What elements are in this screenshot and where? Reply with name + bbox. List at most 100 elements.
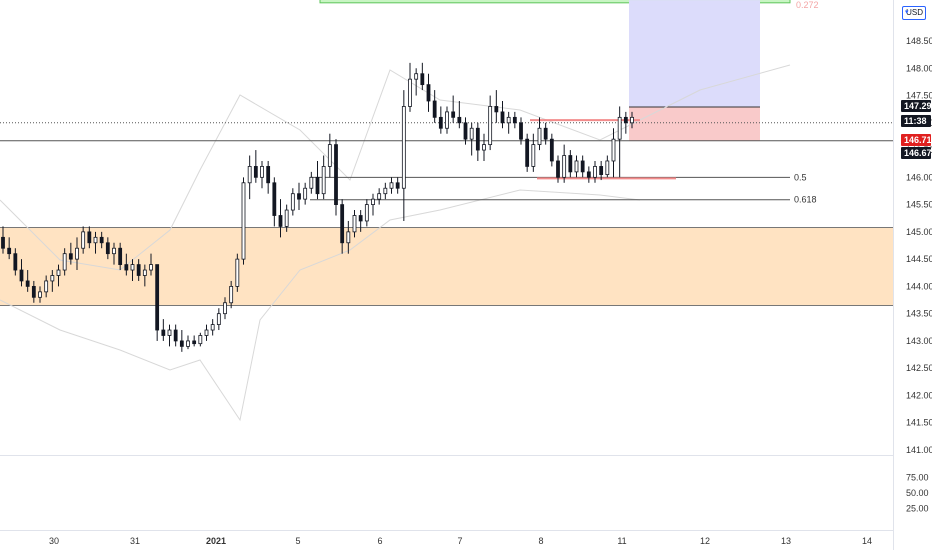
candle[interactable]	[19, 269, 24, 282]
candle[interactable]	[68, 253, 73, 260]
candle[interactable]	[31, 285, 36, 298]
candle[interactable]	[377, 193, 382, 200]
candle[interactable]	[149, 264, 153, 271]
candle[interactable]	[253, 166, 258, 178]
candle[interactable]	[81, 231, 86, 249]
candle[interactable]	[556, 160, 560, 178]
candle[interactable]	[574, 160, 579, 173]
candle[interactable]	[186, 340, 190, 347]
candle[interactable]	[364, 204, 369, 222]
candle[interactable]	[321, 166, 326, 195]
candle[interactable]	[118, 247, 123, 265]
candle[interactable]	[525, 138, 530, 167]
candle[interactable]	[395, 182, 400, 189]
candle[interactable]	[457, 116, 462, 124]
candle[interactable]	[124, 264, 129, 271]
position-loss[interactable]	[629, 106, 760, 141]
candle[interactable]	[549, 138, 554, 162]
candle[interactable]	[93, 236, 98, 244]
candle[interactable]	[167, 329, 172, 336]
candle[interactable]	[371, 198, 375, 206]
candle[interactable]	[297, 193, 301, 200]
candle[interactable]	[112, 247, 116, 255]
candle[interactable]	[266, 166, 271, 184]
candle[interactable]	[617, 116, 622, 140]
candle[interactable]	[346, 231, 351, 244]
candle[interactable]	[50, 275, 55, 282]
candle[interactable]	[445, 111, 449, 129]
candle[interactable]	[611, 138, 616, 162]
candle[interactable]	[192, 340, 197, 345]
candle[interactable]	[482, 144, 486, 151]
candle[interactable]	[99, 236, 104, 244]
currency-button[interactable]: ▾ USD	[902, 6, 926, 20]
candle[interactable]	[260, 166, 264, 178]
candle[interactable]	[204, 329, 209, 336]
candle[interactable]	[469, 127, 474, 140]
position-profit[interactable]	[629, 0, 760, 107]
candle[interactable]	[580, 160, 585, 173]
candle[interactable]	[173, 329, 178, 342]
candle[interactable]	[623, 116, 628, 124]
candle[interactable]	[488, 106, 493, 146]
candle[interactable]	[315, 176, 320, 195]
candle[interactable]	[179, 340, 184, 347]
candle[interactable]	[500, 111, 505, 124]
candle[interactable]	[223, 302, 227, 315]
candle[interactable]	[531, 144, 536, 167]
candle[interactable]	[210, 324, 215, 331]
candle[interactable]	[87, 231, 92, 244]
candle[interactable]	[229, 285, 234, 304]
candle[interactable]	[13, 253, 18, 271]
candle[interactable]	[290, 193, 295, 211]
candle[interactable]	[25, 280, 30, 287]
candle[interactable]	[512, 116, 517, 124]
candle[interactable]	[420, 73, 425, 86]
candle[interactable]	[334, 144, 338, 205]
candle[interactable]	[247, 166, 252, 184]
candle[interactable]	[142, 269, 147, 276]
candle[interactable]	[38, 291, 42, 298]
candle[interactable]	[463, 122, 468, 140]
candle[interactable]	[426, 84, 431, 102]
candle[interactable]	[340, 204, 345, 244]
candle[interactable]	[136, 264, 141, 276]
candle[interactable]	[543, 127, 548, 140]
candle[interactable]	[241, 182, 246, 260]
candle[interactable]	[272, 182, 277, 216]
candle[interactable]	[7, 247, 12, 255]
demand-zone[interactable]	[0, 227, 893, 306]
candle[interactable]	[568, 155, 573, 173]
target-zone[interactable]	[319, 0, 791, 4]
candle[interactable]	[1, 236, 5, 249]
candle[interactable]	[537, 127, 542, 146]
candle[interactable]	[432, 100, 437, 118]
candle[interactable]	[278, 215, 283, 227]
candle[interactable]	[494, 106, 499, 113]
candle[interactable]	[75, 247, 79, 260]
candle[interactable]	[44, 280, 49, 293]
candle[interactable]	[562, 155, 567, 178]
candle[interactable]	[155, 264, 160, 331]
candle[interactable]	[438, 116, 443, 129]
candle[interactable]	[519, 122, 523, 140]
candle[interactable]	[599, 166, 604, 176]
candle[interactable]	[605, 160, 610, 176]
candle[interactable]	[198, 335, 203, 345]
candle[interactable]	[284, 209, 289, 227]
candle[interactable]	[630, 116, 634, 124]
candle[interactable]	[303, 187, 308, 200]
candle[interactable]	[408, 78, 412, 107]
candle[interactable]	[451, 111, 456, 118]
candle[interactable]	[216, 313, 221, 325]
candle[interactable]	[586, 171, 591, 178]
candle[interactable]	[309, 176, 314, 189]
candle[interactable]	[130, 264, 135, 271]
candle[interactable]	[593, 166, 597, 178]
candle[interactable]	[506, 116, 511, 124]
candle[interactable]	[389, 182, 394, 189]
candle[interactable]	[401, 106, 406, 189]
candle[interactable]	[475, 127, 480, 151]
candle[interactable]	[383, 187, 388, 195]
